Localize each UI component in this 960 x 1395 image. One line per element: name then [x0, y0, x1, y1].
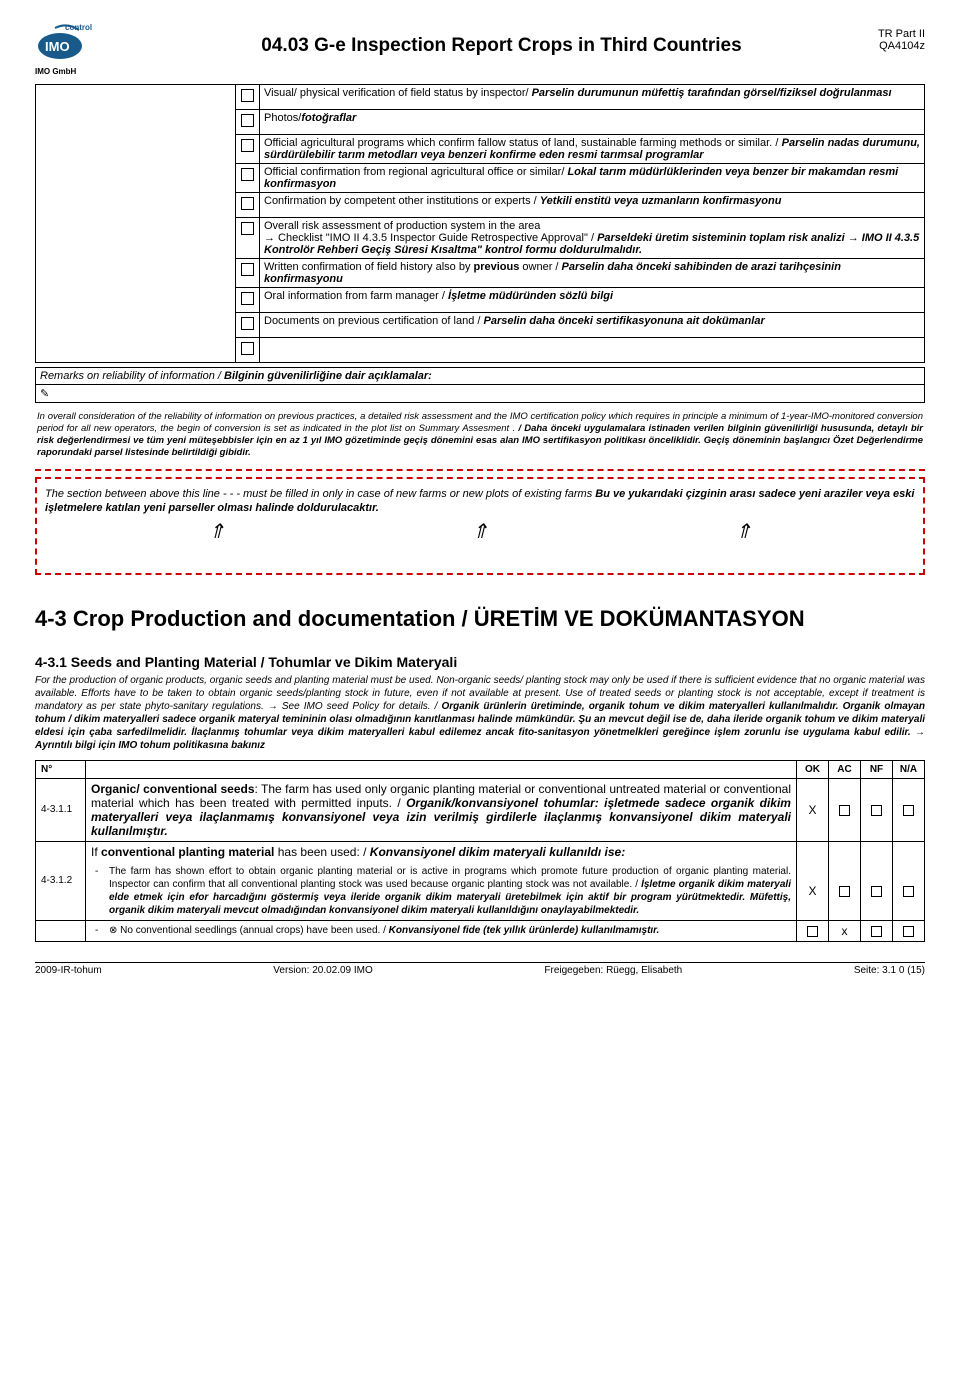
checklist-text: [260, 338, 925, 363]
overall-consideration-text: In overall consideration of the reliabil…: [35, 407, 925, 463]
checkbox-icon[interactable]: [241, 342, 254, 355]
col-n: N°: [36, 760, 86, 778]
na-cell[interactable]: [893, 862, 925, 921]
checklist-row: Visual/ physical verification of field s…: [36, 85, 925, 110]
checkbox-icon[interactable]: [241, 222, 254, 235]
table-header-row: N° OK AC NF N/A: [36, 760, 925, 778]
ok-cell[interactable]: [797, 920, 829, 941]
remarks-input-row[interactable]: ✎: [36, 385, 925, 403]
ok-cell[interactable]: X: [797, 778, 829, 841]
row-desc: If conventional planting material has be…: [86, 841, 797, 862]
ac-cell[interactable]: [829, 778, 861, 841]
col-ac: AC: [829, 760, 861, 778]
checkbox-cell: [236, 85, 260, 110]
arrow-row: ⇑ ⇑ ⇑: [45, 519, 915, 545]
table-row: -The farm has shown effort to obtain org…: [36, 862, 925, 921]
footer-center: Version: 20.02.09 IMO: [273, 965, 373, 976]
table-row: 4-3.1.2 If conventional planting materia…: [36, 841, 925, 862]
table-row: 4-3.1.1 Organic/ conventional seeds: The…: [36, 778, 925, 841]
table-row: -⊗ No conventional seedlings (annual cro…: [36, 920, 925, 941]
row-number: 4-3.1.2: [36, 841, 86, 920]
checkbox-icon[interactable]: [241, 317, 254, 330]
logo-area: control IMO IMO GmbH: [35, 20, 125, 76]
checklist-table: Visual/ physical verification of field s…: [35, 84, 925, 363]
doc-part: TR Part II: [878, 28, 925, 40]
doc-code: QA4104z: [878, 40, 925, 52]
doc-title: 04.03 G-e Inspection Report Crops in Thi…: [125, 35, 878, 57]
checkbox-icon[interactable]: [241, 114, 254, 127]
imo-logo: control IMO: [35, 20, 105, 62]
row-desc: -The farm has shown effort to obtain org…: [86, 862, 797, 921]
checkbox-icon[interactable]: [241, 292, 254, 305]
up-arrow-icon: ⇑: [208, 519, 225, 545]
up-arrow-icon: ⇑: [735, 519, 752, 545]
title-area: 04.03 G-e Inspection Report Crops in Thi…: [125, 20, 878, 57]
checklist-text: Official confirmation from regional agri…: [260, 164, 925, 193]
row-number: 4-3.1.1: [36, 778, 86, 841]
checklist-left-spacer: [36, 85, 236, 363]
company-name: IMO GmbH: [35, 67, 125, 76]
na-cell[interactable]: [893, 778, 925, 841]
col-na: N/A: [893, 760, 925, 778]
row-desc: Organic/ conventional seeds: The farm ha…: [86, 778, 797, 841]
svg-text:IMO: IMO: [45, 39, 70, 54]
dashed-divider: [35, 469, 925, 471]
checklist-text: Official agricultural programs which con…: [260, 135, 925, 164]
checkbox-icon[interactable]: [241, 89, 254, 102]
page-footer: 2009-IR-tohum Version: 20.02.09 IMO Frei…: [35, 962, 925, 976]
ok-cell[interactable]: X: [797, 862, 829, 921]
footer-right2: Seite: 3.1 0 (15): [854, 965, 925, 976]
remarks-label: Remarks on reliability of information /: [40, 370, 224, 382]
seeds-policy-text: For the production of organic products, …: [35, 674, 925, 752]
col-ok: OK: [797, 760, 829, 778]
footer-right1: Freigegeben: Rüegg, Elisabeth: [544, 965, 682, 976]
checklist-text: Confirmation by competent other institut…: [260, 193, 925, 218]
checklist-text: Documents on previous certification of l…: [260, 313, 925, 338]
checkbox-icon[interactable]: [241, 168, 254, 181]
compliance-table: N° OK AC NF N/A 4-3.1.1 Organic/ convent…: [35, 760, 925, 942]
na-cell[interactable]: [893, 920, 925, 941]
checklist-text: Written confirmation of field history al…: [260, 259, 925, 288]
dashed-instruction-box: The section between above this line - - …: [35, 477, 925, 576]
header-right: TR Part II QA4104z: [878, 20, 925, 52]
col-nf: NF: [861, 760, 893, 778]
section-4-3-1-title: 4-3.1 Seeds and Planting Material / Tohu…: [35, 654, 925, 670]
row-desc: -⊗ No conventional seedlings (annual cro…: [86, 920, 797, 941]
nf-cell[interactable]: [861, 778, 893, 841]
remarks-label-row: Remarks on reliability of information / …: [36, 368, 925, 385]
checklist-text: Overall risk assessment of production sy…: [260, 218, 925, 259]
checkbox-icon[interactable]: [241, 139, 254, 152]
footer-left: 2009-IR-tohum: [35, 965, 102, 976]
checklist-text: Photos/fotoğraflar: [260, 110, 925, 135]
nf-cell[interactable]: [861, 862, 893, 921]
up-arrow-icon: ⇑: [472, 519, 489, 545]
checkbox-icon[interactable]: [241, 197, 254, 210]
nf-cell[interactable]: [861, 920, 893, 941]
ac-cell[interactable]: [829, 862, 861, 921]
remarks-label-bold: Bilginin güvenilirliğine dair açıklamala…: [224, 370, 432, 382]
remarks-table: Remarks on reliability of information / …: [35, 367, 925, 403]
ac-cell[interactable]: x: [829, 920, 861, 941]
col-desc: [86, 760, 797, 778]
checklist-text: Oral information from farm manager / İşl…: [260, 288, 925, 313]
checklist-text: Visual/ physical verification of field s…: [260, 85, 925, 110]
checkbox-icon[interactable]: [241, 263, 254, 276]
row-number: [36, 920, 86, 941]
page-header: control IMO IMO GmbH 04.03 G-e Inspectio…: [35, 20, 925, 76]
section-4-3-title: 4-3 Crop Production and documentation / …: [35, 605, 925, 634]
